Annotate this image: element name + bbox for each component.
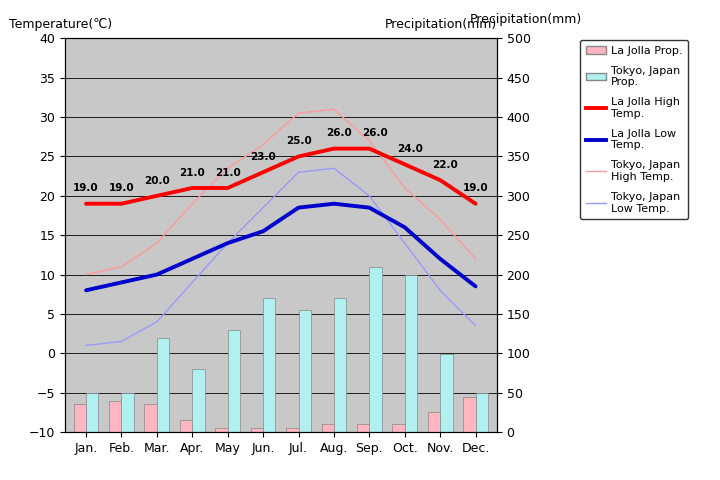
Text: 26.0: 26.0 [361, 128, 387, 138]
Bar [392, 424, 405, 432]
Bar [251, 428, 263, 432]
Text: 19.0: 19.0 [73, 183, 99, 193]
Text: 20.0: 20.0 [144, 176, 170, 186]
Bar [440, 354, 453, 432]
Text: Temperature(℃): Temperature(℃) [9, 18, 112, 31]
Bar [73, 405, 86, 432]
Text: Precipitation(mm): Precipitation(mm) [469, 13, 582, 26]
Text: Precipitation(mm): Precipitation(mm) [384, 18, 497, 31]
Bar [122, 393, 134, 432]
Bar [263, 298, 276, 432]
Bar [463, 396, 475, 432]
Bar [299, 310, 311, 432]
Text: 23.0: 23.0 [251, 152, 276, 162]
Bar [286, 428, 299, 432]
Text: 24.0: 24.0 [397, 144, 423, 154]
Text: 21.0: 21.0 [215, 168, 240, 178]
Text: 26.0: 26.0 [326, 128, 352, 138]
Bar [475, 393, 488, 432]
Bar [180, 420, 192, 432]
Text: 19.0: 19.0 [463, 183, 488, 193]
Bar [334, 298, 346, 432]
Bar [145, 405, 157, 432]
Bar [428, 412, 440, 432]
Legend: La Jolla Prop., Tokyo, Japan
Prop., La Jolla High
Temp., La Jolla Low
Temp., Tok: La Jolla Prop., Tokyo, Japan Prop., La J… [580, 40, 688, 219]
Bar [192, 369, 204, 432]
Text: 22.0: 22.0 [433, 160, 459, 170]
Bar [405, 275, 417, 432]
Text: 19.0: 19.0 [109, 183, 134, 193]
Bar [228, 330, 240, 432]
Bar [157, 337, 169, 432]
Bar [109, 400, 122, 432]
Text: 21.0: 21.0 [179, 168, 205, 178]
Bar [86, 393, 99, 432]
Bar [357, 424, 369, 432]
Bar [215, 428, 228, 432]
Text: 25.0: 25.0 [286, 136, 311, 146]
Bar [322, 424, 334, 432]
Bar [369, 267, 382, 432]
